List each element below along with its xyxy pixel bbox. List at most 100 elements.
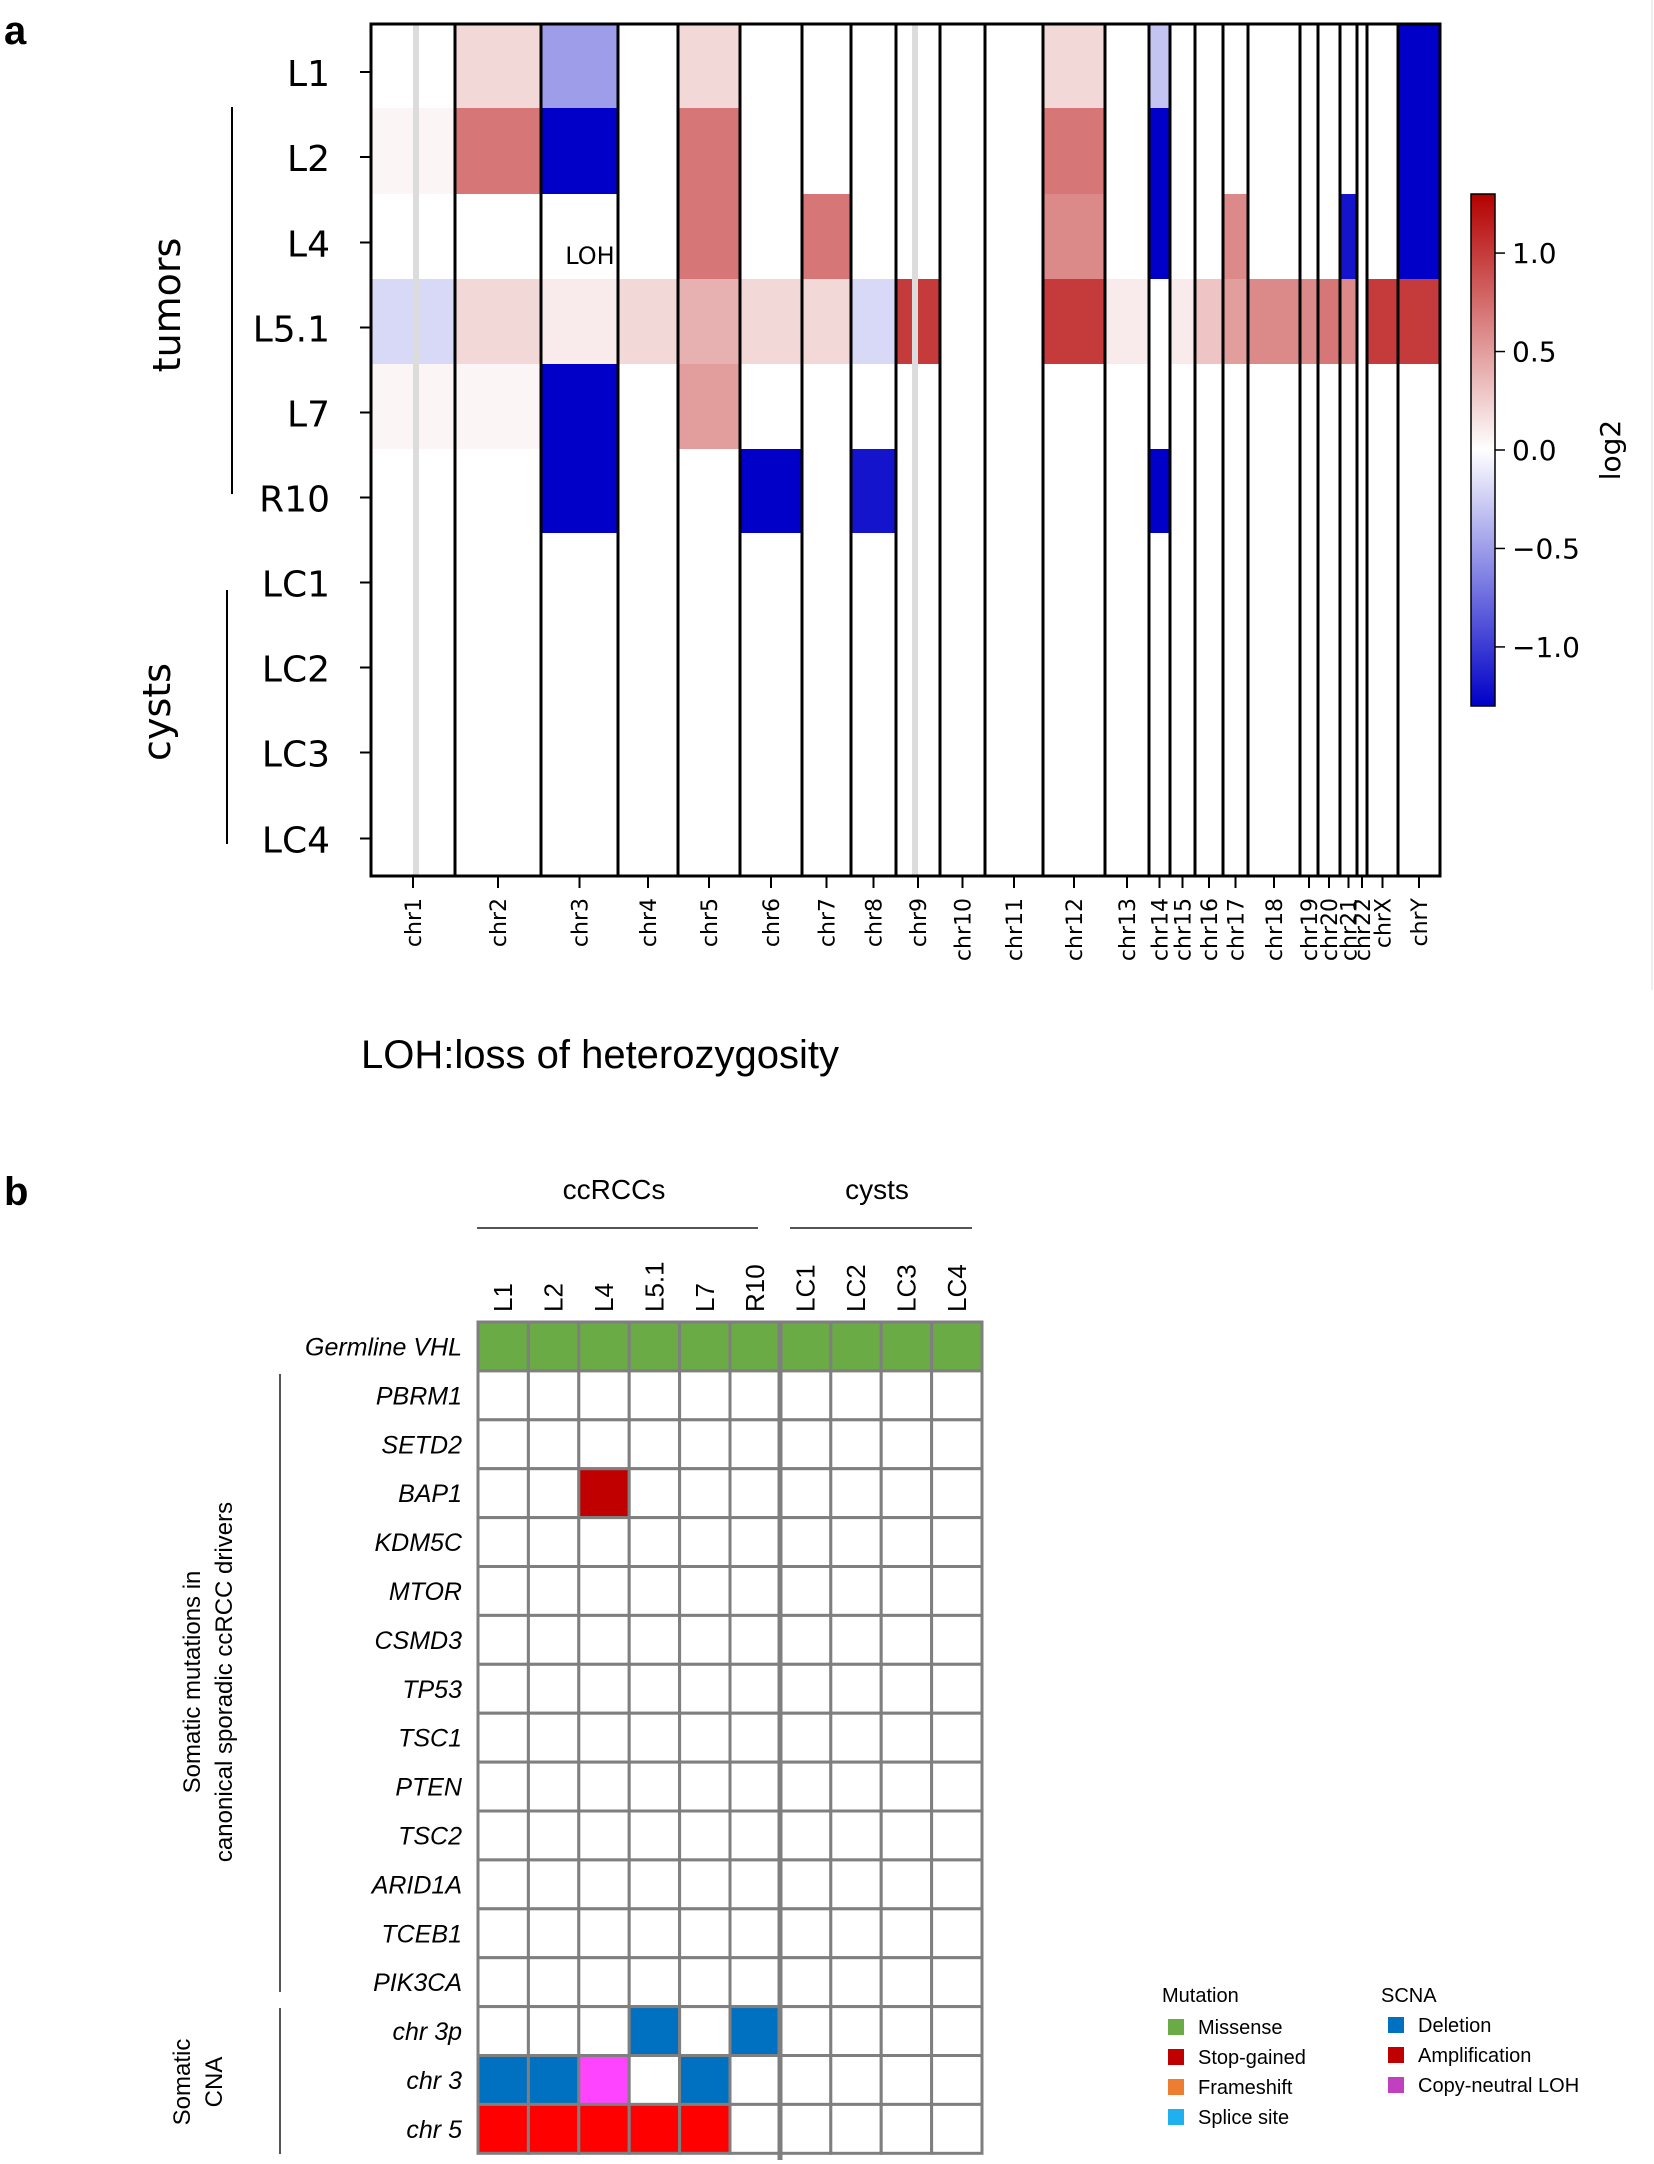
grid-cell <box>829 1565 883 1617</box>
grid-cell <box>678 2054 732 2106</box>
grid-cell <box>577 1565 631 1617</box>
heatmap-cell <box>1149 704 1170 789</box>
panel-a-label: a <box>4 9 27 53</box>
grid-cell <box>879 1467 934 1520</box>
heatmap-cell <box>678 619 740 704</box>
grid-cell <box>879 1369 934 1422</box>
heatmap-cell <box>1195 449 1223 534</box>
heatmap-cell <box>802 704 851 789</box>
grid-cell <box>879 2102 934 2155</box>
heatmap-row-labels: L1 L2 L4 L5.1 L7 R10 LC1 LC2 LC3 LC4 <box>253 54 330 862</box>
heatmap-cell <box>1248 108 1300 194</box>
grid-cell <box>526 1956 581 2009</box>
heatmap-cell <box>985 194 1043 279</box>
heatmap-cell <box>940 789 985 876</box>
heatmap-cell <box>678 704 740 789</box>
heatmap-cell <box>1223 279 1248 364</box>
heatmap-cell <box>678 789 740 876</box>
heatmap-cell <box>1105 619 1149 704</box>
heatmap-cell <box>541 449 618 533</box>
heatmap-col-label: chr16 <box>1198 898 1223 961</box>
grid-cell <box>678 1711 732 1764</box>
heatmap-col-label: chr11 <box>1003 898 1028 961</box>
grid-cell <box>476 1467 530 1520</box>
legend-scna: Deletion Amplification Copy-neutral LOH <box>1388 2015 1579 2097</box>
grid-cell <box>778 2005 833 2057</box>
heatmap-cell <box>802 108 851 194</box>
grid-cell <box>526 1662 581 1715</box>
heatmap-cell <box>851 789 896 876</box>
grid-row-label: PIK3CA <box>373 1969 462 1997</box>
heatmap-cell <box>1043 108 1105 194</box>
heatmap-cell <box>541 108 618 194</box>
grid-cell <box>728 1809 782 1862</box>
grid-cell <box>930 2005 984 2057</box>
legend-item-label: Frameshift <box>1198 2077 1293 2099</box>
grid-cell <box>728 1613 782 1666</box>
heatmap-cell <box>802 364 851 449</box>
grid-col-label: L1 <box>488 1283 518 1312</box>
grid-cell <box>627 1516 682 1568</box>
grid-cell <box>577 1760 631 1813</box>
heatmap-cell <box>1223 194 1248 279</box>
grid-cell <box>930 1760 984 1813</box>
heatmap-col-label: chr21 <box>1338 898 1363 961</box>
heatmap-col-label: chr1 <box>402 898 427 947</box>
heatmap-cell <box>1398 24 1440 108</box>
grid-cell <box>678 1369 732 1422</box>
colorbar-tick-label: 1.0 <box>1512 237 1557 270</box>
heatmap-cell <box>851 108 896 194</box>
grid-cell <box>526 1467 581 1520</box>
heatmap-cell <box>1357 279 1367 364</box>
heatmap-cell <box>740 449 802 533</box>
grid-cell <box>728 1418 782 1471</box>
heatmap-cell <box>1149 449 1170 533</box>
heatmap-col-label: chr15 <box>1172 898 1197 961</box>
grid-cell <box>829 1613 883 1666</box>
heatmap-cell <box>1223 108 1248 194</box>
grid-cell <box>728 1516 782 1568</box>
heatmap-row-label: L2 <box>287 139 330 180</box>
grid-cell <box>678 2005 732 2057</box>
cysts-group-label: cysts <box>135 663 179 761</box>
heatmap-cell <box>1367 704 1398 789</box>
heatmap-cell <box>541 279 618 364</box>
heatmap-row-label: L4 <box>287 225 330 266</box>
heatmap-cell <box>1195 619 1223 704</box>
grid-cell <box>678 1907 732 1960</box>
legend-item-label: Deletion <box>1418 2015 1491 2037</box>
legend-swatch <box>1168 2079 1184 2095</box>
grid-cell <box>879 2054 934 2106</box>
heatmap-cell <box>740 279 802 364</box>
heatmap-col-label: chr7 <box>816 898 841 947</box>
heatmap-cell <box>1170 449 1195 534</box>
heatmap-cell <box>455 364 541 449</box>
grid-cell <box>526 1369 581 1422</box>
heatmap-cell <box>740 704 802 789</box>
grid-cell <box>627 1613 682 1666</box>
heatmap-cell <box>1398 108 1440 194</box>
heatmap-cell <box>618 789 678 876</box>
heatmap-cell <box>802 24 851 108</box>
heatmap-cell <box>1043 704 1105 789</box>
heatmap-cell <box>541 789 618 876</box>
grid-cell <box>526 1907 581 1960</box>
grid-row-label: TP53 <box>402 1676 462 1704</box>
heatmap-cell <box>455 108 541 194</box>
grid-cell <box>476 1662 530 1715</box>
grid-cell <box>778 1809 833 1862</box>
heatmap-cell <box>541 704 618 789</box>
grid-cell <box>526 2054 581 2106</box>
heatmap-cell <box>1367 108 1398 194</box>
grid-row-label: KDM5C <box>374 1529 462 1557</box>
heatmap-cell <box>618 194 678 279</box>
heatmap-cell <box>1318 619 1340 704</box>
panel-b-label: b <box>4 1170 28 1214</box>
grid-row-label: Germline VHL <box>305 1333 462 1361</box>
grid-cell <box>577 1711 631 1764</box>
grid-cell <box>728 1956 782 2009</box>
heatmap-cell <box>618 534 678 619</box>
heatmap-cell <box>455 279 541 364</box>
grid-cell <box>627 1418 682 1471</box>
heatmap-cell <box>1248 24 1300 108</box>
